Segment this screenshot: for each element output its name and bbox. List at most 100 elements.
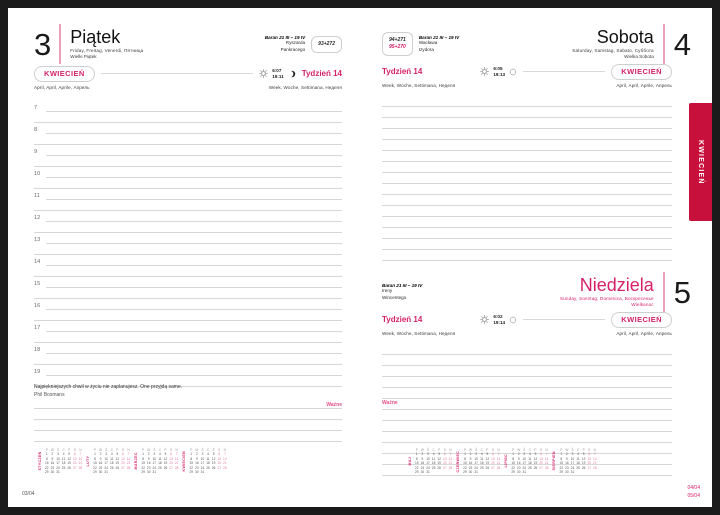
day-name-saturday: Sobota bbox=[596, 26, 654, 47]
hour-row[interactable]: 17 bbox=[34, 321, 342, 332]
half-hour-row[interactable] bbox=[34, 178, 342, 189]
note-line[interactable] bbox=[382, 173, 672, 184]
half-hour-row[interactable] bbox=[34, 288, 342, 299]
mini-calendar[interactable]: LUTY P W Ś C P S N 1 2 3 4 5 6 7 8 9 10 11 12 13 14 15 16 17 18 19… bbox=[86, 448, 131, 474]
note-line[interactable] bbox=[382, 107, 672, 118]
half-hour-row[interactable] bbox=[34, 310, 342, 321]
half-hour-row[interactable] bbox=[34, 156, 342, 167]
note-line[interactable] bbox=[382, 118, 672, 129]
month-index-tab[interactable]: KWIECIEŃ bbox=[689, 103, 712, 221]
mini-calendar[interactable]: MARZEC P W Ś C P S N 1 2 3 4 5 6 7 8 9 10 11 12 13 14 15 16 17 18… bbox=[134, 448, 179, 474]
note-line[interactable] bbox=[382, 454, 672, 465]
mini-calendar-day: 21 bbox=[593, 461, 597, 466]
hour-row[interactable]: 12 bbox=[34, 211, 342, 222]
half-hour-row[interactable] bbox=[34, 376, 342, 387]
note-line[interactable] bbox=[382, 377, 672, 388]
mini-calendar-day: 22 bbox=[511, 465, 515, 470]
hourly-schedule-grid[interactable]: 7 8 9 10 11 12 13 14 15 16 17 18 19 bbox=[34, 101, 342, 387]
mini-calendar-day: 25 bbox=[431, 465, 436, 470]
note-line[interactable] bbox=[34, 409, 342, 420]
hour-row[interactable]: 16 bbox=[34, 299, 342, 310]
note-line[interactable] bbox=[382, 217, 672, 228]
mini-calendar-day: 3 bbox=[523, 452, 526, 457]
hour-row[interactable]: 7 bbox=[34, 101, 342, 112]
note-line[interactable] bbox=[382, 432, 672, 443]
half-hour-row[interactable] bbox=[34, 354, 342, 365]
note-line[interactable] bbox=[382, 239, 672, 250]
mini-calendar-day: 19 bbox=[581, 461, 586, 466]
month-pill-saturday[interactable]: KWIECIEŃ bbox=[611, 64, 672, 80]
day-number: 3 bbox=[34, 26, 51, 62]
half-hour-row[interactable] bbox=[34, 112, 342, 123]
note-line[interactable] bbox=[382, 206, 672, 217]
note-line[interactable] bbox=[382, 344, 672, 355]
note-line[interactable] bbox=[382, 366, 672, 377]
hour-row[interactable]: 19 bbox=[34, 365, 342, 376]
month-pill[interactable]: KWIECIEŃ bbox=[34, 66, 95, 82]
note-line[interactable] bbox=[34, 420, 342, 431]
mini-calendar-day: 8 bbox=[142, 456, 144, 461]
note-line[interactable] bbox=[382, 421, 672, 432]
note-line[interactable] bbox=[382, 250, 672, 261]
hour-row[interactable]: 10 bbox=[34, 167, 342, 178]
note-line[interactable] bbox=[382, 355, 672, 366]
half-hour-row[interactable] bbox=[34, 222, 342, 233]
mini-calendar-day: 28 bbox=[593, 465, 597, 470]
mini-calendar-day: 21 bbox=[448, 461, 453, 466]
hour-row[interactable]: 15 bbox=[34, 277, 342, 288]
note-line[interactable] bbox=[382, 465, 672, 476]
note-line[interactable] bbox=[382, 162, 672, 173]
notes-lines-sunday[interactable] bbox=[382, 344, 672, 476]
mini-calendars-left[interactable]: STYCZEŃ P W Ś C P S N 1 2 3 4 5 6 7 8 9 10 11 12 13 14 15 16 17 1… bbox=[38, 448, 228, 474]
mini-calendar-day: 5 bbox=[116, 452, 119, 457]
mini-calendar-day: 31 bbox=[152, 470, 157, 475]
mini-calendar[interactable]: LIPIEC P W Ś C P S N 1 2 3 4 5 6 7 8 9 10 11 12 13 14 15 16 17 18… bbox=[504, 448, 549, 474]
note-line[interactable] bbox=[34, 431, 342, 442]
half-hour-row[interactable] bbox=[34, 266, 342, 277]
mini-calendar-day: 19 bbox=[115, 461, 120, 466]
mini-calendar-day: 24 bbox=[474, 465, 478, 470]
mini-calendar-day: 28 bbox=[174, 465, 179, 470]
sun-moon-times: 6:07 19:11 bbox=[259, 68, 296, 79]
note-line[interactable] bbox=[382, 96, 672, 107]
note-line[interactable] bbox=[382, 195, 672, 206]
note-line[interactable] bbox=[382, 129, 672, 140]
day-count-sunday: 95+270 bbox=[389, 44, 406, 50]
note-line[interactable] bbox=[382, 140, 672, 151]
notes-lines-friday[interactable] bbox=[34, 398, 342, 442]
mini-calendar-day: 23 bbox=[565, 465, 569, 470]
mini-calendar[interactable]: KWIECIEŃ P W Ś C P S N 1 2 3 4 5 6 7 8 9 10 11 12 13 14 15 16 17… bbox=[182, 448, 227, 474]
mini-calendar-day: 1 bbox=[142, 452, 144, 457]
mini-calendar-day: 8 bbox=[512, 456, 514, 461]
half-hour-row[interactable] bbox=[34, 244, 342, 255]
mini-calendar[interactable]: SIERPIEŃ P W Ś C P S N 1 2 3 4 5 6 7 8 9 10 11 12 13 14 15 16 17… bbox=[552, 448, 597, 474]
note-line[interactable] bbox=[382, 184, 672, 195]
mini-calendar[interactable]: CZERWIEC P W Ś C P S N 1 2 3 4 5 6 7 8 9 10 11 12 13 14 15 16 17… bbox=[456, 448, 501, 474]
note-line[interactable] bbox=[382, 388, 672, 399]
hour-row[interactable]: 13 bbox=[34, 233, 342, 244]
hour-row[interactable]: 14 bbox=[34, 255, 342, 266]
note-line[interactable] bbox=[382, 410, 672, 421]
half-hour-row[interactable] bbox=[34, 134, 342, 145]
mini-calendar[interactable]: MAJ P W Ś C P S N 1 2 3 4 5 6 7 8 9 10 11 12 13 14 15 16 17 18 19 2… bbox=[408, 448, 453, 474]
half-hour-row[interactable] bbox=[34, 200, 342, 211]
month-pill-sunday[interactable]: KWIECIEŃ bbox=[611, 312, 672, 328]
nameday-2-saturday: Izydora bbox=[418, 46, 434, 52]
note-line[interactable] bbox=[382, 399, 672, 410]
half-hour-row[interactable] bbox=[34, 332, 342, 343]
note-line[interactable] bbox=[382, 443, 672, 454]
note-line[interactable] bbox=[382, 228, 672, 239]
hour-row[interactable]: 11 bbox=[34, 189, 342, 200]
hour-row[interactable]: 18 bbox=[34, 343, 342, 354]
mini-calendar-day: 23 bbox=[195, 465, 199, 470]
notes-lines-saturday[interactable] bbox=[382, 96, 672, 261]
note-line[interactable] bbox=[34, 398, 342, 409]
mini-calendar-day: 7 bbox=[593, 452, 596, 457]
note-line[interactable] bbox=[382, 151, 672, 162]
hour-row[interactable]: 9 bbox=[34, 145, 342, 156]
mini-calendars-right[interactable]: MAJ P W Ś C P S N 1 2 3 4 5 6 7 8 9 10 11 12 13 14 15 16 17 18 19 2… bbox=[408, 448, 598, 474]
hour-row[interactable]: 8 bbox=[34, 123, 342, 134]
mini-calendar-weekday: W bbox=[50, 448, 54, 452]
mini-calendar-weekday: N bbox=[175, 448, 178, 452]
mini-calendar[interactable]: STYCZEŃ P W Ś C P S N 1 2 3 4 5 6 7 8 9 10 11 12 13 14 15 16 17 1… bbox=[38, 448, 83, 474]
